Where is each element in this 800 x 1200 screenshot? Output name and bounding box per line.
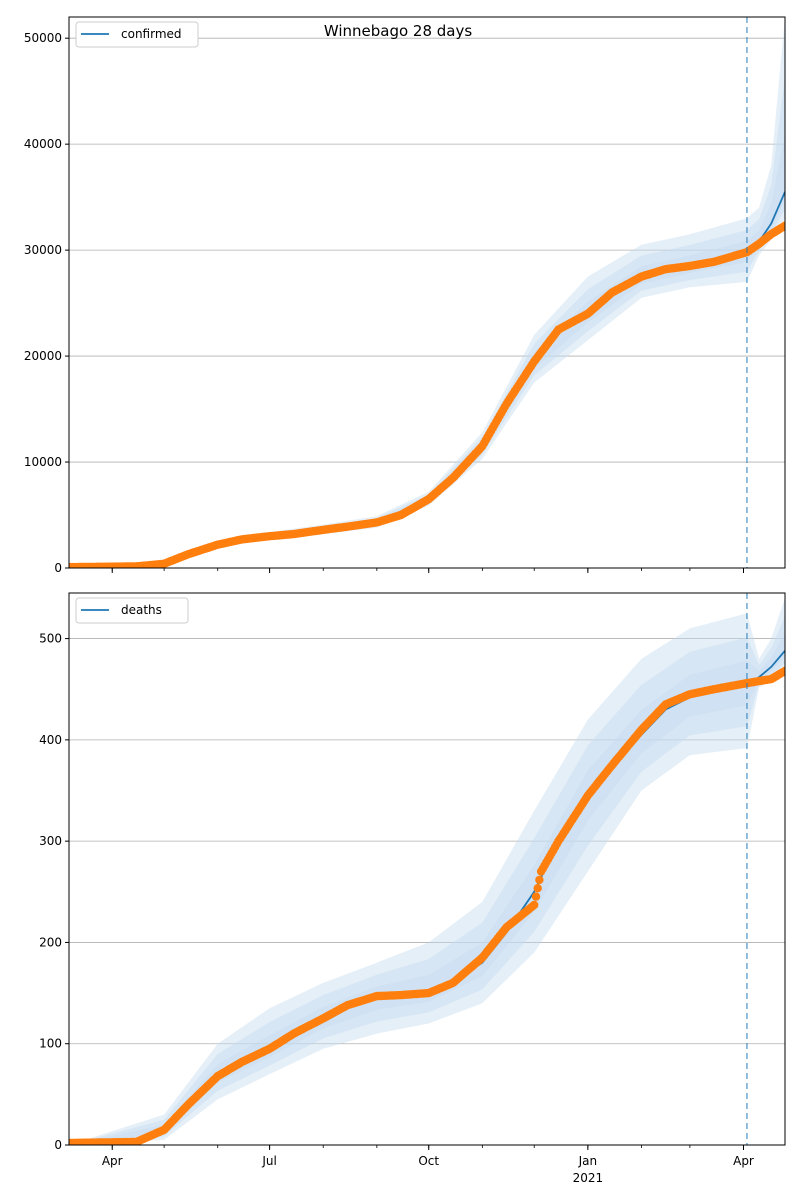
observed-point <box>531 892 541 901</box>
y-tick-label: 200 <box>39 935 62 949</box>
y-tick-label: 100 <box>39 1037 62 1051</box>
plot-area <box>69 17 785 568</box>
legend: confirmed <box>75 21 199 48</box>
uncertainty-band-1 <box>69 17 785 568</box>
y-tick-label: 50000 <box>24 31 62 45</box>
x-tick-label: Apr <box>102 1154 123 1168</box>
observed-point <box>780 221 785 230</box>
y-tick-label: 0 <box>54 561 62 575</box>
x-tick-label: Jul <box>261 1154 276 1168</box>
y-tick-label: 20000 <box>24 349 62 363</box>
observed-point <box>535 875 544 885</box>
uncertainty-band-2 <box>69 616 785 1145</box>
legend-box <box>75 597 189 624</box>
observed-point <box>533 884 542 893</box>
uncertainty-band-1 <box>69 598 785 1145</box>
y-tick-label: 40000 <box>24 137 62 151</box>
plot-area <box>69 593 785 1145</box>
legend-box <box>75 21 199 48</box>
y-tick-label: 300 <box>39 834 62 848</box>
observed-point <box>530 900 539 910</box>
axes-frame <box>68 592 786 1146</box>
legend-label: confirmed <box>121 27 182 41</box>
x-tick-label: Apr <box>733 1154 754 1168</box>
x-tick-label: Oct <box>418 1154 439 1168</box>
y-tick-label: 10000 <box>24 455 62 469</box>
legend-label: deaths <box>121 603 162 617</box>
chart-title: Winnebago 28 days <box>324 22 473 40</box>
confirmed-panel: 0 10000 20000 30000 40000 50000 confirmed <box>24 16 786 575</box>
y-tick-label: 0 <box>54 1138 62 1152</box>
y-tick-label: 500 <box>39 632 62 646</box>
y-tick-label: 400 <box>39 733 62 747</box>
axes-frame <box>68 16 786 569</box>
deaths-panel: 0 100 200 300 400 500 Apr Jul Oct Jan 2021 Apr death… <box>39 592 786 1185</box>
uncertainty-band-3 <box>69 633 785 1145</box>
x-tick-label: Jan <box>578 1154 598 1168</box>
x-tick-sublabel: 2021 <box>573 1171 604 1185</box>
y-tick-label: 30000 <box>24 243 62 257</box>
observed-point <box>780 666 785 676</box>
legend: deaths <box>75 597 189 624</box>
